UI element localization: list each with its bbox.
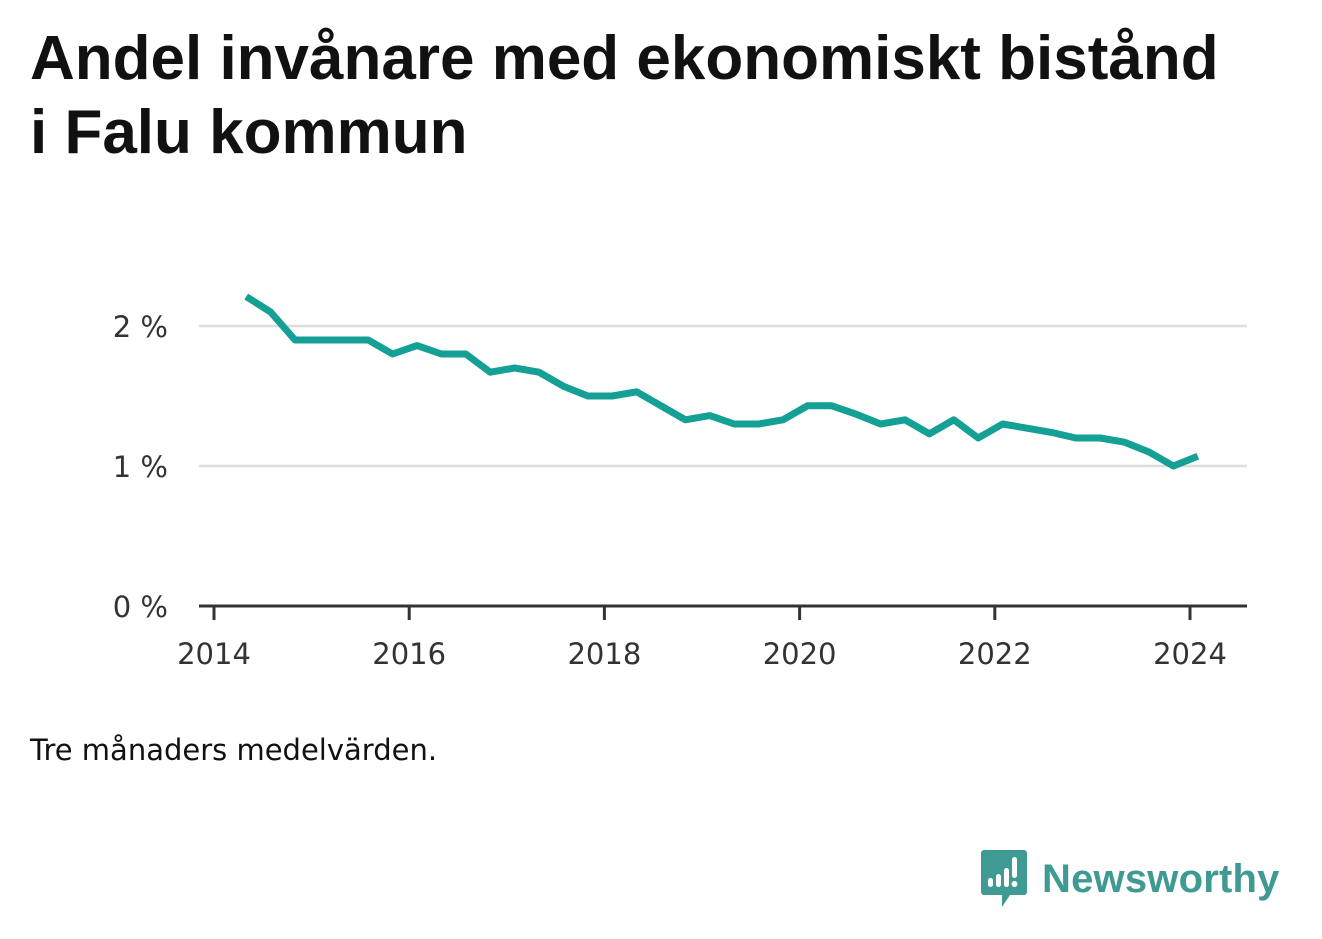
- y-tick-label: 1 %: [113, 450, 168, 484]
- x-tick-label: 2020: [763, 637, 837, 671]
- x-axis: 2014 2016 2018 2020 2022 2024: [177, 604, 1247, 671]
- x-tick-label: 2018: [567, 637, 641, 671]
- chart-note: Tre månaders medelvärden.: [30, 733, 438, 767]
- x-tick-label: 2024: [1153, 637, 1227, 671]
- y-axis: 0 % 1 % 2 %: [113, 310, 168, 624]
- grid-lines: [199, 324, 1247, 468]
- y-tick-label: 2 %: [113, 310, 168, 344]
- x-tick-label: 2022: [958, 637, 1032, 671]
- series-line: [244, 293, 1200, 470]
- chart-title: Andel invånare med ekonomiskt bistånd i …: [30, 24, 1219, 167]
- brand-name: Newsworthy: [1042, 856, 1280, 901]
- x-tick-label: 2016: [372, 637, 446, 671]
- brand-logo: Newsworthy: [980, 848, 1280, 910]
- series-group: [244, 293, 1200, 470]
- y-tick-label: 0 %: [113, 590, 168, 624]
- newsworthy-logo-icon: [981, 850, 1027, 907]
- x-tick-label: 2014: [177, 637, 251, 671]
